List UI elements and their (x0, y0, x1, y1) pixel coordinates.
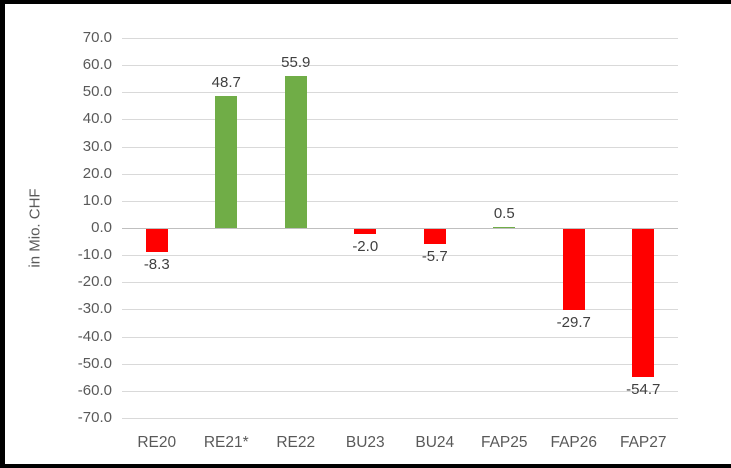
bar (284, 76, 307, 228)
gridline (122, 146, 678, 148)
value-label: -54.7 (626, 381, 661, 399)
gridline (122, 92, 678, 94)
value-label: 48.7 (211, 73, 241, 91)
gridline (122, 173, 678, 175)
gridline (122, 65, 678, 67)
y-tick-label: -50.0 (77, 354, 112, 372)
gridline (122, 282, 678, 284)
value-label: -8.3 (143, 255, 170, 273)
y-tick-label: -20.0 (77, 273, 112, 291)
gridline (122, 390, 678, 392)
y-tick-label: 50.0 (82, 83, 112, 101)
bar (215, 95, 238, 228)
x-tick-label: FAP27 (619, 434, 667, 451)
value-label: 0.5 (493, 204, 515, 222)
y-tick-label: -60.0 (77, 381, 112, 399)
y-tick-label: -10.0 (77, 246, 112, 264)
x-tick-label: RE20 (137, 434, 177, 451)
y-tick-label: -30.0 (77, 300, 112, 318)
y-tick-label: 20.0 (82, 164, 112, 182)
y-tick-label: -40.0 (77, 327, 112, 345)
value-label: -29.7 (556, 313, 591, 331)
value-label: -5.7 (421, 248, 448, 266)
bar (562, 229, 585, 310)
gridline (122, 418, 678, 419)
bar (145, 229, 168, 252)
bar (632, 229, 655, 378)
value-label: 55.9 (281, 54, 311, 72)
y-axis-title: in Mio. CHF (26, 188, 44, 268)
y-tick-label: 10.0 (82, 191, 112, 209)
x-tick-label: RE22 (276, 434, 316, 451)
gridline (122, 309, 678, 311)
bar (493, 226, 516, 228)
y-tick-label: 60.0 (82, 56, 112, 74)
zero-axis-line (122, 228, 678, 229)
x-tick-label: FAP25 (480, 434, 528, 451)
value-label: -2.0 (352, 238, 379, 256)
y-tick-label: 0.0 (91, 219, 112, 236)
x-tick-label: BU23 (345, 434, 385, 451)
gridline (122, 336, 678, 338)
gridline (122, 119, 678, 121)
y-tick-label: 30.0 (82, 137, 112, 155)
y-tick-label: -70.0 (77, 409, 112, 426)
bar (354, 229, 377, 235)
bar (423, 229, 446, 245)
y-tick-label: 40.0 (82, 110, 112, 128)
gridline (122, 255, 678, 257)
y-tick-label: 70.0 (82, 29, 112, 46)
gridline (122, 363, 678, 365)
x-tick-label: FAP26 (550, 434, 598, 451)
x-tick-label: BU24 (415, 434, 455, 451)
gridline (122, 38, 678, 39)
x-tick-label: RE21* (203, 434, 249, 451)
gridline (122, 200, 678, 202)
